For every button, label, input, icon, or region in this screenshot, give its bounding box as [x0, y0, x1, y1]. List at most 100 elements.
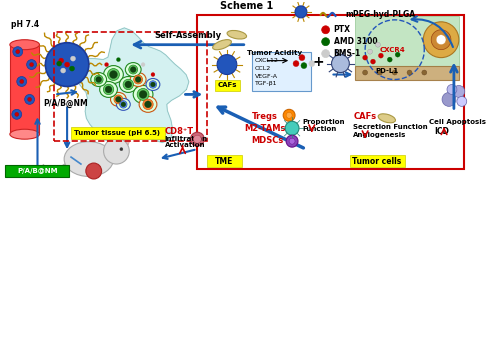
Text: Tumor cells: Tumor cells: [352, 156, 402, 165]
Circle shape: [121, 102, 126, 107]
Circle shape: [395, 52, 400, 57]
Text: mPEG-hyd-PLGA: mPEG-hyd-PLGA: [346, 10, 416, 19]
Circle shape: [442, 92, 456, 106]
Text: AMD 3100: AMD 3100: [334, 37, 377, 46]
Ellipse shape: [146, 78, 160, 91]
Ellipse shape: [120, 77, 137, 92]
Circle shape: [407, 70, 412, 75]
Ellipse shape: [139, 96, 157, 112]
Circle shape: [110, 71, 118, 78]
Circle shape: [194, 135, 202, 143]
Text: CXCR4: CXCR4: [380, 47, 406, 53]
Circle shape: [362, 55, 368, 60]
Ellipse shape: [110, 92, 126, 106]
Ellipse shape: [100, 82, 117, 97]
Ellipse shape: [94, 75, 103, 84]
Ellipse shape: [114, 95, 123, 104]
Ellipse shape: [10, 129, 40, 139]
Ellipse shape: [227, 30, 246, 39]
Ellipse shape: [123, 79, 134, 90]
Circle shape: [368, 49, 372, 54]
Circle shape: [453, 86, 465, 97]
Circle shape: [58, 58, 64, 63]
Text: CAFs: CAFs: [354, 112, 376, 121]
Circle shape: [392, 70, 397, 75]
Text: P/A/B@NM: P/A/B@NM: [17, 168, 58, 174]
Circle shape: [431, 30, 451, 50]
Circle shape: [285, 121, 299, 135]
Ellipse shape: [212, 40, 232, 50]
Bar: [5, 165, 69, 177]
Text: Infiltration: Infiltration: [165, 136, 208, 142]
Circle shape: [130, 67, 136, 73]
Bar: [10, 45, 40, 134]
Circle shape: [104, 138, 130, 164]
Text: Proportion: Proportion: [302, 119, 344, 125]
Circle shape: [15, 112, 18, 116]
Bar: [350, 155, 405, 167]
Text: CD8⁺T: CD8⁺T: [165, 127, 194, 136]
Bar: [252, 52, 311, 91]
Circle shape: [301, 63, 307, 69]
Circle shape: [376, 42, 380, 47]
Circle shape: [217, 55, 237, 74]
Circle shape: [116, 96, 121, 102]
Ellipse shape: [120, 101, 127, 108]
Ellipse shape: [149, 81, 156, 88]
Circle shape: [436, 35, 446, 45]
Ellipse shape: [10, 40, 40, 50]
Ellipse shape: [104, 66, 124, 83]
Bar: [215, 79, 240, 91]
Circle shape: [12, 109, 22, 119]
Text: Angiogenesis: Angiogenesis: [354, 132, 406, 138]
Circle shape: [424, 22, 459, 58]
Circle shape: [125, 81, 132, 88]
Circle shape: [286, 135, 298, 147]
Text: M2-TAMs: M2-TAMs: [244, 124, 286, 133]
Circle shape: [309, 61, 315, 67]
Text: ICD: ICD: [434, 127, 449, 136]
Circle shape: [26, 60, 36, 69]
Circle shape: [96, 77, 102, 82]
Text: P/A/B@NM: P/A/B@NM: [43, 100, 88, 108]
Circle shape: [70, 66, 74, 71]
Circle shape: [28, 97, 32, 101]
Text: Activation: Activation: [165, 142, 205, 148]
Circle shape: [135, 77, 141, 82]
Polygon shape: [71, 28, 189, 142]
Circle shape: [13, 47, 22, 57]
Ellipse shape: [133, 86, 153, 103]
Circle shape: [457, 96, 466, 106]
Circle shape: [105, 86, 112, 93]
Circle shape: [388, 57, 392, 62]
Ellipse shape: [130, 73, 146, 87]
Bar: [71, 127, 165, 139]
Circle shape: [286, 112, 292, 118]
Text: CXCL12: CXCL12: [254, 58, 278, 63]
Circle shape: [46, 43, 89, 87]
Circle shape: [139, 91, 147, 98]
Text: VEGF-A: VEGF-A: [254, 73, 278, 78]
Ellipse shape: [91, 73, 106, 87]
Circle shape: [116, 58, 120, 62]
Ellipse shape: [116, 98, 130, 110]
Text: CCL2: CCL2: [254, 66, 271, 71]
Circle shape: [322, 38, 330, 46]
Text: +: +: [313, 55, 324, 69]
Circle shape: [30, 63, 34, 67]
Ellipse shape: [378, 114, 396, 123]
Circle shape: [64, 62, 70, 67]
Text: TGF-β1: TGF-β1: [254, 82, 277, 87]
Text: MDSCs: MDSCs: [252, 136, 284, 145]
Bar: [198, 15, 464, 169]
Circle shape: [86, 163, 102, 179]
Circle shape: [283, 109, 295, 121]
Ellipse shape: [129, 65, 138, 74]
Circle shape: [60, 68, 66, 73]
Circle shape: [322, 26, 330, 34]
Circle shape: [104, 63, 108, 67]
Circle shape: [422, 70, 427, 75]
Circle shape: [322, 50, 330, 58]
Text: PTX: PTX: [334, 25, 350, 34]
Text: Tregs: Tregs: [252, 112, 278, 121]
